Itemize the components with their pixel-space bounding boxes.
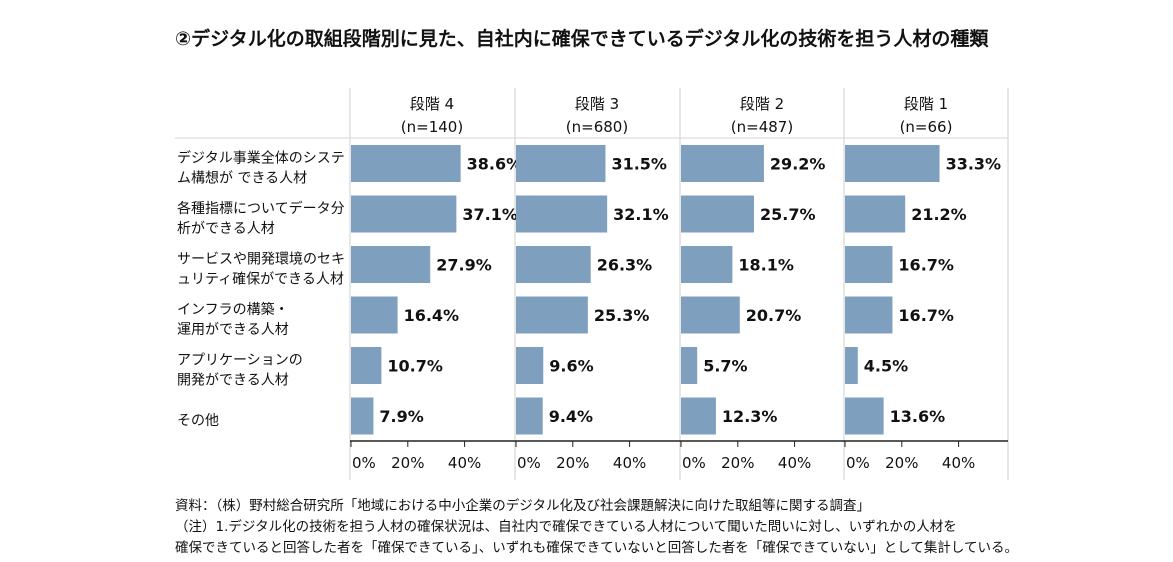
panel-n: (n=680) [566, 118, 628, 136]
x-tick-label: 40% [942, 454, 975, 472]
x-tick-label: 20% [885, 454, 918, 472]
bar [516, 296, 588, 334]
panel-title: 段階 3 [575, 95, 619, 113]
x-tick-label: 40% [613, 454, 646, 472]
bar [351, 195, 457, 233]
data-label: 25.7% [760, 205, 816, 224]
x-tick-label: 40% [778, 454, 811, 472]
panel-title: 段階 1 [904, 95, 948, 113]
category-label: 開発ができる人材 [177, 372, 289, 388]
x-tick-label: 0% [846, 454, 870, 472]
bar [681, 296, 740, 334]
panel-n: (n=66) [900, 118, 953, 136]
data-label: 12.3% [722, 407, 778, 426]
bar [845, 195, 906, 233]
bar [845, 397, 884, 435]
bar [516, 195, 608, 233]
data-label: 37.1% [462, 205, 518, 224]
bar [845, 347, 858, 384]
bar [351, 296, 398, 334]
bar [681, 347, 698, 384]
data-label: 18.1% [738, 256, 794, 275]
data-label: 33.3% [946, 155, 1002, 174]
category-label: インフラの構築・ [177, 302, 289, 318]
x-tick-label: 20% [556, 454, 589, 472]
data-label: 4.5% [864, 357, 908, 376]
data-label: 26.3% [597, 256, 653, 275]
x-tick-label: 0% [682, 454, 706, 472]
data-label: 32.1% [613, 205, 669, 224]
category-label: サービスや開発環境のセキ [177, 251, 345, 267]
data-label: 16.7% [898, 306, 954, 325]
bar [681, 195, 754, 233]
bar [351, 397, 374, 435]
data-label: 31.5% [611, 155, 667, 174]
category-label: 析ができる人材 [177, 221, 275, 237]
panel-n: (n=140) [401, 118, 463, 136]
note-line-1: （注）1.デジタル化の技術を担う人材の確保状況は、自社内で確保できている人材につ… [175, 519, 957, 535]
data-label: 21.2% [911, 205, 967, 224]
bar [681, 397, 716, 435]
bar [351, 145, 461, 182]
footer-notes: 資料：（株）野村総合研究所「地域における中小企業のデジタル化及び社会課題解決に向… [175, 496, 1075, 559]
bar [516, 246, 591, 283]
panel-n: (n=487) [731, 118, 793, 136]
category-label: アプリケーションの [177, 352, 303, 368]
source-note: 資料：（株）野村総合研究所「地域における中小企業のデジタル化及び社会課題解決に向… [175, 498, 870, 514]
data-label: 13.6% [890, 407, 946, 426]
bar [351, 246, 431, 283]
data-label: 25.3% [594, 306, 650, 325]
data-label: 20.7% [746, 306, 802, 325]
data-label: 27.9% [436, 256, 492, 275]
panel-title: 段階 4 [410, 95, 454, 113]
panel-title: 段階 2 [740, 95, 784, 113]
data-label: 29.2% [770, 155, 826, 174]
category-label: その他 [177, 413, 219, 429]
data-label: 5.7% [703, 357, 747, 376]
data-label: 7.9% [379, 407, 423, 426]
data-label: 16.7% [898, 256, 954, 275]
data-label: 9.4% [549, 407, 593, 426]
category-label: 各種指標についてデータ分 [177, 200, 345, 217]
data-label: 16.4% [404, 306, 460, 325]
data-label: 9.6% [549, 357, 593, 376]
data-label: 10.7% [387, 357, 443, 376]
bar [845, 296, 893, 334]
category-label: 運用ができる人材 [177, 322, 289, 338]
x-tick-label: 20% [391, 454, 424, 472]
bar [845, 246, 893, 283]
page-title: ②デジタル化の取組段階別に見た、自社内に確保できているデジタル化の技術を担う人材… [175, 28, 989, 50]
bar [681, 246, 733, 283]
note-line-2: 確保できていると回答した者を「確保できている」、いずれも確保できていないと回答し… [175, 540, 1018, 556]
bar [351, 347, 382, 384]
x-tick-label: 0% [517, 454, 541, 472]
bar [845, 145, 940, 182]
category-label: ム構想が できる人材 [177, 170, 307, 186]
x-tick-label: 40% [448, 454, 481, 472]
bar [516, 397, 543, 435]
bar [516, 145, 606, 182]
bar [681, 145, 764, 182]
bar [516, 347, 544, 384]
category-label: デジタル事業全体のシステ [177, 149, 345, 166]
data-label: 38.6% [467, 155, 523, 174]
x-tick-label: 0% [352, 454, 376, 472]
category-label: ュリティ確保ができる人材 [177, 271, 344, 287]
x-tick-label: 20% [721, 454, 754, 472]
